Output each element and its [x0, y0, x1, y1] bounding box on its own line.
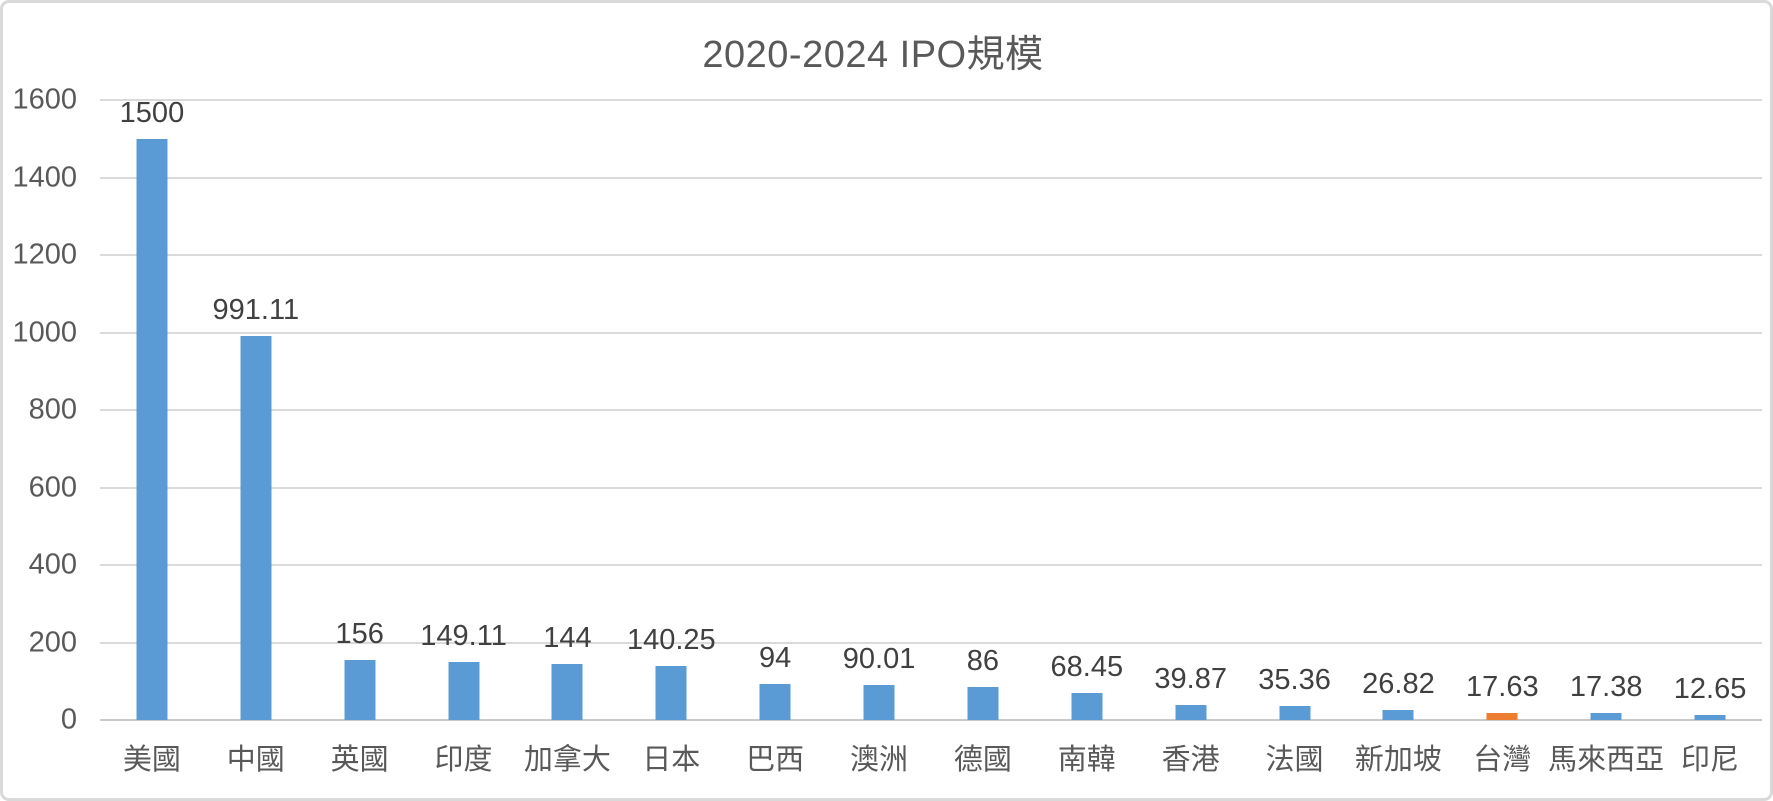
y-tick-label-400: 400 [28, 548, 77, 581]
gridline-400 [100, 564, 1762, 566]
bar-slot-15: 12.65 印尼 [1658, 100, 1762, 775]
y-tick-label-1400: 1400 [12, 161, 77, 193]
value-label-馬來西亞: 17.38 [1569, 671, 1643, 704]
gridline-1600 [100, 99, 1762, 101]
gridline-600 [100, 486, 1762, 489]
category-label-加拿大: 加拿大 [523, 744, 611, 776]
value-label-南韓: 68.45 [1050, 651, 1124, 684]
bar-slot-7: 90.01 澳洲 [827, 100, 931, 775]
category-label-香港: 香港 [1161, 744, 1220, 776]
bar-slot-2: 156 英國 [308, 100, 412, 774]
value-label-澳洲: 90.01 [842, 643, 916, 676]
gridline-1200 [100, 254, 1762, 256]
bar-澳洲 [863, 685, 895, 720]
gridline-200 [100, 641, 1762, 644]
category-label-印度: 印度 [434, 744, 493, 776]
category-label-馬來西亞: 馬來西亞 [1548, 744, 1665, 776]
bar-南韓 [1071, 693, 1103, 720]
y-tick-label-1000: 1000 [12, 316, 77, 348]
bar-slot-14: 17.38 馬來西亞 [1548, 100, 1664, 775]
bar-slot-3: 149.11 印度 [412, 100, 516, 775]
bar-英國 [344, 659, 376, 720]
bar-series: 1500 美國 991.11 中國 156 英國 149.11 印度 144 加拿大 140.25 日… [100, 96, 1762, 775]
value-label-台灣: 17.63 [1466, 671, 1539, 704]
value-label-日本: 140.25 [626, 623, 716, 656]
bar-印尼 [1694, 715, 1726, 720]
category-label-英國: 英國 [330, 744, 389, 776]
value-label-法國: 35.36 [1258, 664, 1331, 697]
category-label-日本: 日本 [642, 744, 701, 776]
bar-slot-11: 35.36 法國 [1243, 100, 1347, 775]
chart-title: 2020-2024 IPO規模 [702, 34, 1044, 76]
value-label-巴西: 94 [759, 641, 792, 674]
y-axis: 0 200 400 600 800 1000 1200 1400 1600 [3, 85, 81, 734]
bar-日本 [655, 665, 687, 720]
bar-馬來西亞 [1590, 713, 1622, 720]
category-label-台灣: 台灣 [1473, 744, 1532, 776]
bar-slot-8: 86 德國 [931, 100, 1035, 774]
category-label-中國: 中國 [226, 744, 285, 776]
bar-slot-12: 26.82 新加坡 [1347, 100, 1451, 774]
category-label-印尼: 印尼 [1681, 744, 1740, 776]
category-label-澳洲: 澳洲 [850, 744, 909, 776]
value-label-德國: 86 [966, 644, 1000, 677]
bar-slot-13: 17.63 台灣 [1450, 100, 1554, 775]
y-tick-label-1200: 1200 [12, 238, 77, 271]
bar-台灣 [1486, 713, 1518, 720]
bar-新加坡 [1382, 709, 1414, 720]
value-label-新加坡: 26.82 [1362, 667, 1435, 700]
bar-加拿大 [551, 664, 583, 720]
category-label-德國: 德國 [953, 744, 1012, 776]
value-label-印尼: 12.65 [1673, 673, 1747, 706]
gridline-1000 [100, 331, 1762, 334]
category-label-美國: 美國 [122, 744, 181, 776]
bar-德國 [967, 686, 999, 720]
bar-法國 [1279, 706, 1311, 720]
value-label-中國: 991.11 [212, 293, 300, 326]
y-tick-label-1600: 1600 [12, 83, 77, 116]
bar-slot-1: 991.11 中國 [204, 100, 308, 774]
bar-中國 [240, 335, 272, 720]
bar-slot-6: 94 巴西 [723, 100, 827, 774]
value-label-加拿大: 144 [543, 622, 592, 655]
value-label-印度: 149.11 [420, 620, 507, 653]
y-tick-label-0: 0 [60, 703, 77, 736]
value-label-美國: 1500 [119, 96, 185, 129]
bar-slot-10: 39.87 香港 [1139, 100, 1243, 774]
plot-area: 1500 美國 991.11 中國 156 英國 149.11 印度 144 加拿大 140.25 日… [100, 96, 1762, 775]
x-axis-line [100, 719, 1762, 721]
bar-slot-4: 144 加拿大 [516, 100, 620, 775]
category-label-法國: 法國 [1265, 744, 1324, 776]
y-tick-label-200: 200 [28, 626, 77, 658]
bar-slot-0: 1500 美國 [100, 96, 204, 774]
category-label-南韓: 南韓 [1057, 744, 1116, 776]
gridline-800 [100, 409, 1762, 411]
bar-slot-9: 68.45 南韓 [1035, 100, 1139, 775]
y-tick-label-600: 600 [28, 471, 77, 503]
bar-巴西 [759, 683, 791, 720]
category-label-巴西: 巴西 [746, 744, 805, 776]
bar-美國 [136, 138, 168, 720]
value-label-英國: 156 [335, 617, 384, 650]
bar-印度 [448, 662, 480, 720]
y-tick-label-800: 800 [28, 393, 77, 426]
bar-香港 [1175, 704, 1207, 720]
bar-slot-5: 140.25 日本 [619, 100, 723, 774]
gridline-1400 [100, 176, 1762, 179]
category-label-新加坡: 新加坡 [1354, 744, 1442, 776]
value-label-香港: 39.87 [1154, 662, 1227, 695]
